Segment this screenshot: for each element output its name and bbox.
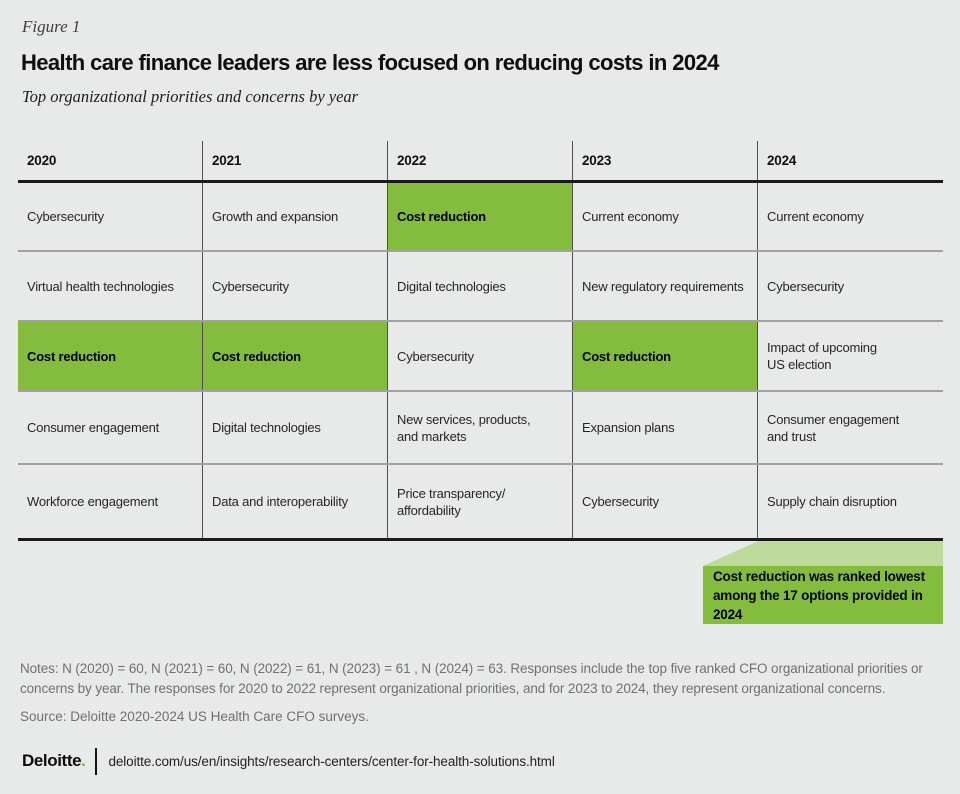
footer: Deloitte. deloitte.com/us/en/insights/re… <box>22 746 555 776</box>
table-cell: Data and interoperability <box>203 465 388 538</box>
table-cell: Virtual health technologies <box>18 252 203 320</box>
table-cell-highlighted: Cost reduction <box>388 183 573 250</box>
table-cell: New regulatory requirements <box>573 252 758 320</box>
table-cell: Cybersecurity <box>573 465 758 538</box>
figure-label: Figure 1 <box>22 17 81 36</box>
table-cell: Current economy <box>767 209 864 224</box>
page-subtitle: Top organizational priorities and concer… <box>22 87 359 106</box>
table-row: Cost reduction Cost reduction Cybersecur… <box>18 322 943 392</box>
table-row: Cybersecurity Growth and expansion Cost … <box>18 183 943 252</box>
table-row: Consumer engagement Digital technologies… <box>18 392 943 465</box>
page-title: Health care finance leaders are less foc… <box>21 50 719 75</box>
table-cell-highlighted: Cost reduction <box>203 322 388 390</box>
callout-connector-shape <box>703 541 943 566</box>
year-header-2022: 2022 <box>388 141 573 180</box>
table-cell: Consumer engagement <box>18 392 203 463</box>
table-cell-highlighted: Cost reduction <box>18 322 203 390</box>
priorities-table: 2020 2021 2022 2023 2024 Cybersecurity G… <box>18 141 943 541</box>
table-cell: Price transparency/ affordability <box>388 465 573 538</box>
table-header-row: 2020 2021 2022 2023 2024 <box>18 141 943 183</box>
table-cell: Cybersecurity <box>388 322 573 390</box>
table-cell: Digital technologies <box>388 252 573 320</box>
table-cell: Expansion plans <box>573 392 758 463</box>
table-cell: Current economy <box>573 183 758 250</box>
footer-url[interactable]: deloitte.com/us/en/insights/research-cen… <box>108 753 555 769</box>
table-cell: Growth and expansion <box>203 183 388 250</box>
table-cell-highlighted: Cost reduction <box>573 322 758 390</box>
table-cell: Cybersecurity <box>18 183 203 250</box>
deloitte-logo: Deloitte. <box>22 751 86 771</box>
table-row: Workforce engagement Data and interopera… <box>18 465 943 541</box>
year-header-2020: 2020 <box>18 141 203 180</box>
callout-text: Cost reduction was ranked lowest among t… <box>713 568 925 622</box>
year-header-2023: 2023 <box>573 141 758 180</box>
table-cell: Workforce engagement <box>18 465 203 538</box>
table-cell: Cybersecurity <box>767 278 844 294</box>
table-cell: Cybersecurity <box>203 252 388 320</box>
deloitte-logo-text: Deloitte <box>22 751 82 770</box>
year-header-2024: 2024 <box>767 153 797 168</box>
deloitte-logo-green-dot: . <box>81 751 86 770</box>
table-cell: Supply chain disruption <box>767 494 897 509</box>
table-cell: New services, products, and markets <box>388 392 573 463</box>
table-cell: Digital technologies <box>203 392 388 463</box>
table-cell: Impact of upcoming US election <box>767 340 877 372</box>
callout: Cost reduction was ranked lowest among t… <box>703 541 943 624</box>
callout-box: Cost reduction was ranked lowest among t… <box>703 566 943 624</box>
footer-divider <box>95 747 98 775</box>
year-header-2021: 2021 <box>203 141 388 180</box>
source-text: Source: Deloitte 2020-2024 US Health Car… <box>20 709 369 724</box>
table-cell: Consumer engagement and trust <box>767 411 900 444</box>
notes-text: Notes: N (2020) = 60, N (2021) = 60, N (… <box>20 661 923 696</box>
table-row: Virtual health technologies Cybersecurit… <box>18 252 943 322</box>
